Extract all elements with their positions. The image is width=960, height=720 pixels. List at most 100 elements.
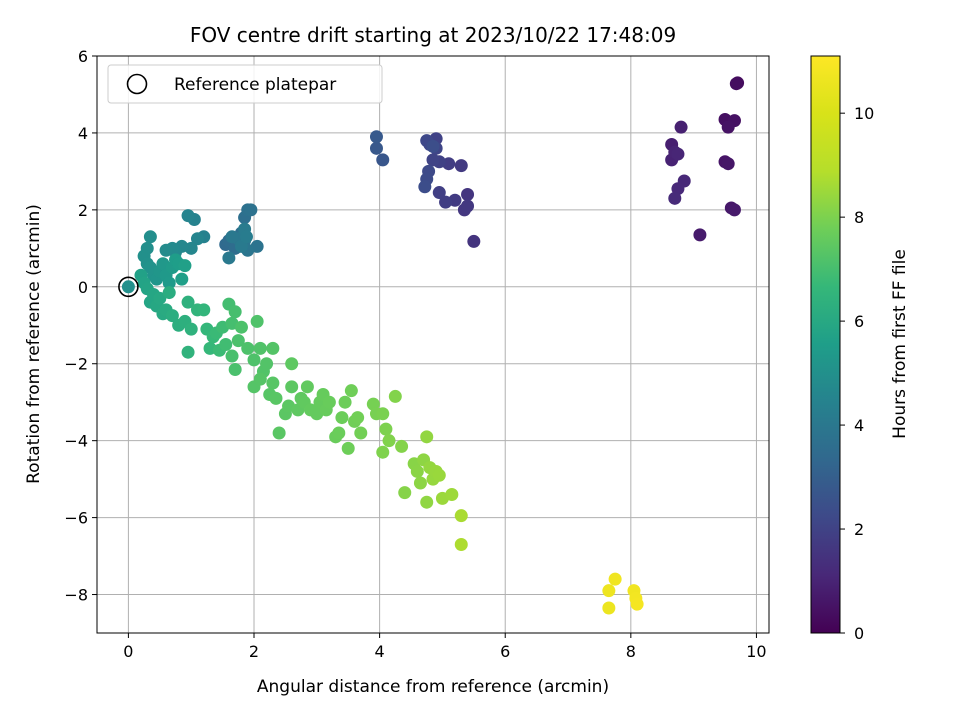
data-point <box>413 476 427 490</box>
colorbar: 0 2 4 6 8 10 Hours from first FF file <box>810 55 910 643</box>
x-tick-label: 2 <box>249 642 259 661</box>
data-point <box>197 303 211 317</box>
data-point <box>335 411 349 425</box>
legend-marker-reference <box>126 73 148 95</box>
reference-point-ring <box>118 276 139 298</box>
data-point <box>219 338 233 351</box>
legend-entry-reference: Reference platepar <box>174 75 336 95</box>
x-tick-label: 6 <box>500 642 510 661</box>
data-point <box>341 441 355 455</box>
colorbar-tick-label: 0 <box>854 624 864 643</box>
x-tick-label: 4 <box>375 642 385 661</box>
data-point <box>454 538 468 552</box>
data-point <box>231 334 245 348</box>
y-tick-label: 6 <box>78 47 88 66</box>
data-point <box>376 153 390 167</box>
data-point <box>608 572 622 586</box>
data-point <box>420 430 434 444</box>
data-point <box>253 341 267 355</box>
data-point <box>285 357 299 371</box>
data-point <box>300 380 314 394</box>
data-point <box>338 395 352 409</box>
colorbar-label: Hours from first FF file <box>890 249 910 439</box>
data-point <box>727 203 741 217</box>
colorbar-tick-label: 6 <box>854 312 864 331</box>
y-tick-label: 4 <box>78 124 88 143</box>
data-point <box>162 276 176 290</box>
data-point <box>671 147 685 161</box>
data-point <box>602 601 616 615</box>
data-point <box>668 191 682 205</box>
data-point <box>153 291 167 305</box>
data-point <box>239 230 253 244</box>
data-point <box>376 445 390 459</box>
chart-title: FOV centre drift starting at 2023/10/22 … <box>190 23 676 47</box>
data-point <box>461 199 475 213</box>
legend: Reference platepar <box>107 64 383 104</box>
data-point <box>445 488 459 502</box>
x-axis-label: Angular distance from reference (arcmin) <box>257 677 609 697</box>
data-point <box>432 468 446 482</box>
reference-point-fill <box>121 280 135 294</box>
data-point <box>247 353 261 367</box>
x-tick-label: 10 <box>746 642 766 661</box>
x-tick-label: 0 <box>123 642 133 661</box>
data-point <box>410 464 424 478</box>
y-tick-label: 2 <box>78 201 88 220</box>
y-tick-label: −8 <box>64 586 88 605</box>
data-point <box>398 486 412 500</box>
data-point <box>454 159 468 173</box>
data-point <box>162 286 176 300</box>
data-point <box>228 305 242 319</box>
data-point <box>234 239 248 253</box>
data-point <box>225 230 239 244</box>
y-axis-label: Rotation from reference (arcmin) <box>24 204 44 484</box>
data-point <box>181 209 195 223</box>
y-tick-label: 0 <box>78 278 88 297</box>
data-points <box>134 76 745 615</box>
data-point <box>344 384 358 398</box>
data-point <box>426 153 440 167</box>
colorbar-tick-label: 10 <box>854 104 874 123</box>
data-point <box>165 309 179 323</box>
data-point <box>432 186 446 200</box>
data-point <box>253 372 267 386</box>
data-point <box>388 389 402 403</box>
data-point <box>225 349 239 363</box>
data-point <box>674 120 688 134</box>
y-axis-ticks: −8 −6 −4 −2 0 2 4 6 <box>64 47 97 605</box>
data-point <box>729 77 743 91</box>
data-point <box>721 157 735 171</box>
data-point <box>354 426 368 440</box>
data-point <box>382 434 396 448</box>
data-point <box>178 259 192 273</box>
data-point <box>159 243 173 257</box>
data-point <box>426 139 440 153</box>
data-point <box>322 395 336 409</box>
y-tick-label: −6 <box>64 509 88 528</box>
colorbar-gradient <box>810 55 841 634</box>
data-point <box>285 380 299 394</box>
data-point <box>260 357 274 371</box>
data-point <box>184 322 198 336</box>
data-point <box>143 230 157 244</box>
data-point <box>181 295 195 309</box>
data-point <box>418 180 432 194</box>
data-point <box>244 203 258 217</box>
data-point <box>175 272 189 286</box>
data-point <box>721 120 735 134</box>
data-point <box>222 251 236 265</box>
x-axis-ticks: 0 2 4 6 8 10 <box>123 633 767 661</box>
data-point <box>351 411 365 425</box>
data-point <box>228 363 242 377</box>
data-point <box>250 314 264 328</box>
colorbar-tick-label: 8 <box>854 208 864 227</box>
colorbar-ticks: 0 2 4 6 8 10 <box>840 104 874 643</box>
data-point <box>241 341 255 355</box>
data-point <box>461 187 475 201</box>
data-point <box>420 495 434 509</box>
colorbar-tick-label: 4 <box>854 416 864 435</box>
data-point <box>369 141 383 155</box>
data-point <box>467 234 481 248</box>
